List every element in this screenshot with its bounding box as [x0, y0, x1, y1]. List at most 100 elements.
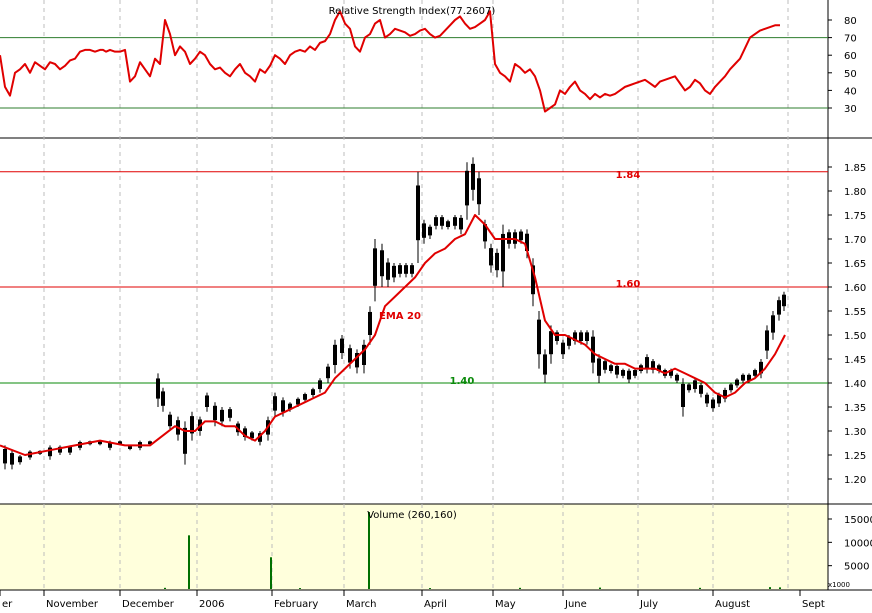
price-y-tick-label: 1.60 — [844, 283, 866, 294]
price-y-tick-label: 1.75 — [844, 211, 866, 222]
price-bar-body — [410, 265, 414, 274]
x-tick-label: November — [46, 599, 99, 609]
price-bar-body — [627, 370, 631, 380]
price-bar-body — [348, 348, 352, 363]
price-bar-body — [220, 409, 224, 422]
price-bar-body — [296, 398, 300, 405]
volume-unit-label: x1000 — [828, 581, 850, 589]
price-bar-body — [228, 409, 232, 418]
price-bar-body — [621, 370, 625, 376]
ema-annotation: EMA 20 — [379, 311, 421, 322]
price-bar-body — [281, 400, 285, 412]
price-bar-body — [597, 358, 601, 376]
price-bar-body — [183, 427, 187, 454]
price-bar-body — [303, 394, 307, 400]
x-tick-label: 2006 — [199, 599, 224, 609]
level-label-184: 1.84 — [616, 170, 641, 181]
price-bar-body — [741, 374, 745, 381]
price-bar-body — [108, 442, 112, 448]
price-y-tick-label: 1.80 — [844, 187, 866, 198]
price-bar-body — [118, 441, 122, 445]
price-bar-body — [723, 389, 727, 399]
price-bar-body — [48, 447, 52, 457]
price-bar-body — [453, 217, 457, 226]
price-bar-body — [205, 395, 209, 407]
price-bar-body — [651, 361, 655, 370]
volume-title: Volume (260,160) — [367, 510, 457, 521]
price-bar-body — [446, 221, 450, 227]
price-bar-body — [531, 265, 535, 295]
price-bar-body — [705, 394, 709, 404]
price-bar-body — [675, 374, 679, 381]
rsi-y-tick-label: 50 — [844, 69, 857, 80]
price-bar-body — [729, 384, 733, 391]
price-bar-body — [483, 224, 487, 242]
price-bar-body — [549, 331, 553, 355]
volume-y-tick-label: 5000 — [844, 562, 869, 573]
price-bar-body — [693, 380, 697, 389]
price-bar-body — [18, 456, 22, 463]
rsi-guide-lines — [0, 37, 828, 109]
level-label-140: 1.40 — [450, 376, 475, 387]
x-tick-label: June — [564, 599, 587, 609]
price-bar-body — [465, 170, 469, 206]
price-bar-body — [380, 250, 384, 277]
price-bar-body — [326, 366, 330, 379]
price-bar-body — [68, 446, 72, 453]
price-bar-body — [657, 365, 661, 371]
x-tick-label: er — [2, 599, 13, 609]
price-bar-body — [567, 337, 571, 346]
price-y-tick-label: 1.50 — [844, 331, 866, 342]
price-bar-body — [422, 223, 426, 238]
x-tick-label: March — [346, 599, 376, 609]
price-bar-body — [573, 332, 577, 341]
price-bar-body — [771, 315, 775, 333]
price-bar-body — [258, 433, 262, 442]
price-bar-body — [386, 262, 390, 280]
rsi-y-tick-label: 30 — [844, 104, 857, 115]
price-bar-body — [735, 379, 739, 386]
price-bar-body — [434, 217, 438, 226]
price-bar-body — [765, 330, 769, 351]
price-bar-body — [633, 370, 637, 376]
x-tick-label: Sept — [802, 599, 825, 609]
price-bar-body — [404, 265, 408, 274]
price-bar-body — [645, 357, 649, 369]
price-bar-body — [591, 336, 595, 363]
price-bar-body — [392, 265, 396, 278]
price-bar-body — [440, 217, 444, 226]
rsi-y-tick-label: 70 — [844, 34, 857, 45]
price-bar-body — [288, 403, 292, 410]
price-bar-body — [747, 374, 751, 381]
price-bar-body — [759, 361, 763, 374]
x-tick-label: August — [715, 599, 750, 609]
x-tick-label: February — [274, 599, 318, 609]
volume-y-tick-label: 10000 — [844, 538, 872, 549]
price-bar-body — [525, 233, 529, 251]
price-y-tick-label: 1.70 — [844, 235, 866, 246]
price-bar-body — [161, 391, 165, 406]
price-level-lines — [0, 171, 828, 384]
price-bar-body — [10, 453, 14, 465]
price-bar-body — [489, 248, 493, 266]
price-y-tick-label: 1.25 — [844, 451, 866, 462]
rsi-y-tick-label: 80 — [844, 16, 857, 27]
price-y-tick-label: 1.30 — [844, 427, 866, 438]
volume-panel-bg — [0, 504, 828, 590]
price-bar-body — [355, 353, 359, 368]
price-bar-body — [477, 178, 481, 205]
price-bar-body — [561, 342, 565, 355]
x-tick-label: April — [424, 599, 447, 609]
rsi-y-tick-label: 40 — [844, 86, 857, 97]
price-bar-body — [782, 294, 786, 307]
series-lines — [0, 10, 786, 456]
price-bar-body — [753, 370, 757, 376]
price-bar-body — [501, 233, 505, 272]
price-bar-body — [340, 338, 344, 353]
volume-y-tick-label: 15000 — [844, 515, 872, 526]
price-bar-body — [98, 441, 102, 445]
price-bar-body — [311, 389, 315, 395]
x-tick-label: May — [495, 599, 516, 609]
